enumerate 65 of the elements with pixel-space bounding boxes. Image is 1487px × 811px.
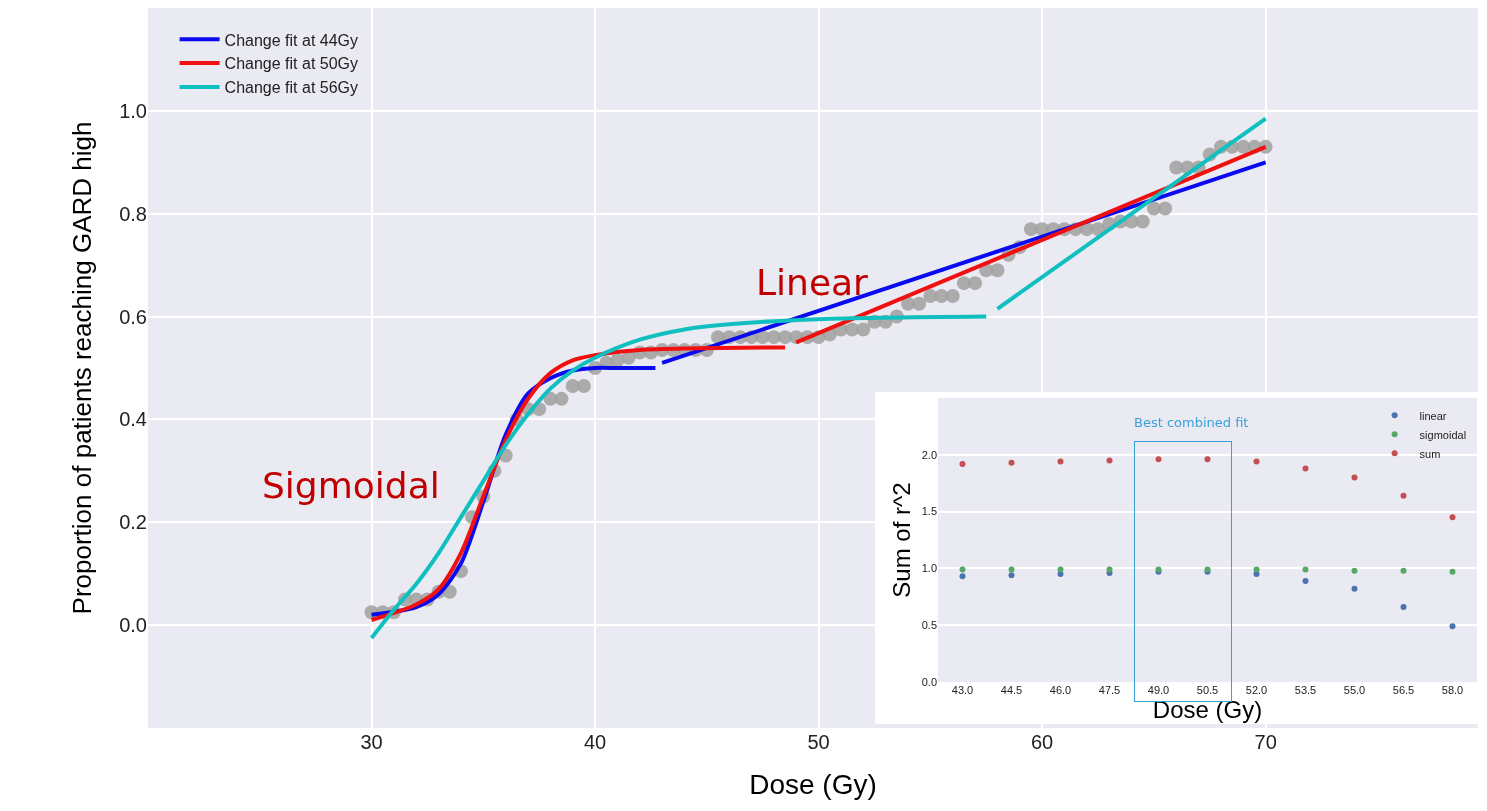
point	[1253, 566, 1260, 573]
legend-label: Change fit at 56Gy	[224, 79, 359, 97]
x-tick-label: 30	[360, 731, 383, 753]
legend-label: Change fit at 44Gy	[224, 31, 359, 49]
point	[1400, 567, 1407, 574]
point	[1008, 572, 1015, 579]
point	[1302, 577, 1309, 584]
y-tick-label: 0.2	[119, 511, 147, 534]
point	[1057, 566, 1064, 573]
x-tick-label: 44.5	[1000, 684, 1023, 696]
x-tick-label: 40	[583, 731, 607, 753]
annotation: Best combined fit	[1134, 415, 1249, 430]
legend-label: Change fit at 50Gy	[224, 55, 359, 73]
y-tick-label: 0.6	[119, 305, 147, 328]
x-tick-label: 49.0	[1147, 684, 1170, 696]
point	[1400, 604, 1407, 611]
y-tick-label: 0.4	[119, 408, 147, 431]
x-tick-label: 47.5	[1098, 684, 1121, 696]
point	[1449, 623, 1456, 630]
point	[1351, 585, 1358, 592]
y-tick-label: 1.5	[921, 505, 937, 518]
legend-label: sum	[1419, 447, 1441, 460]
legend-label: sigmoidal	[1419, 428, 1467, 441]
point	[1449, 514, 1456, 521]
x-axis-title: Dose (Gy)	[1152, 696, 1263, 724]
point	[1008, 566, 1015, 573]
point	[959, 566, 966, 573]
x-tick-label: 43.0	[951, 684, 974, 696]
y-tick-label: 0.8	[119, 202, 147, 225]
x-tick-label: 70	[1254, 731, 1277, 753]
x-tick-label: 60	[1030, 731, 1054, 753]
annotation: Sigmoidal	[262, 465, 440, 506]
legend-label: linear	[1419, 409, 1447, 422]
point	[1351, 474, 1358, 481]
point	[1449, 568, 1456, 575]
point	[959, 573, 966, 580]
point	[1400, 492, 1407, 499]
x-tick-label: 50	[807, 731, 830, 753]
y-tick-label: 2.0	[921, 448, 937, 461]
annotation: Linear	[756, 262, 869, 303]
point	[1204, 456, 1211, 463]
x-axis-title: Dose (Gy)	[749, 769, 877, 801]
point	[1351, 567, 1358, 574]
point	[1057, 458, 1064, 465]
x-tick-label: 56.5	[1392, 684, 1415, 696]
y-tick-label: 1.0	[921, 562, 937, 575]
x-tick-label: 53.5	[1294, 684, 1317, 696]
x-tick-label: 52.0	[1245, 684, 1268, 696]
point	[1008, 459, 1015, 466]
y-tick-label: 1.0	[119, 99, 147, 122]
y-tick-label: 0.0	[921, 675, 937, 688]
y-tick-label: 0.5	[921, 619, 937, 632]
point	[1302, 465, 1309, 472]
x-tick-label: 55.0	[1343, 684, 1366, 696]
x-tick-label: 46.0	[1049, 684, 1072, 696]
point	[1106, 457, 1113, 464]
x-tick-label: 50.5	[1196, 684, 1219, 696]
x-tick-label: 58.0	[1441, 684, 1464, 696]
point	[1253, 458, 1260, 465]
point	[1155, 456, 1162, 463]
point	[1302, 566, 1309, 573]
y-tick-label: 0.0	[119, 614, 147, 637]
y-axis-title: Sum of r^2	[887, 482, 915, 598]
y-axis-title: Proportion of patients reaching GARD high	[66, 121, 97, 615]
point	[959, 460, 966, 467]
